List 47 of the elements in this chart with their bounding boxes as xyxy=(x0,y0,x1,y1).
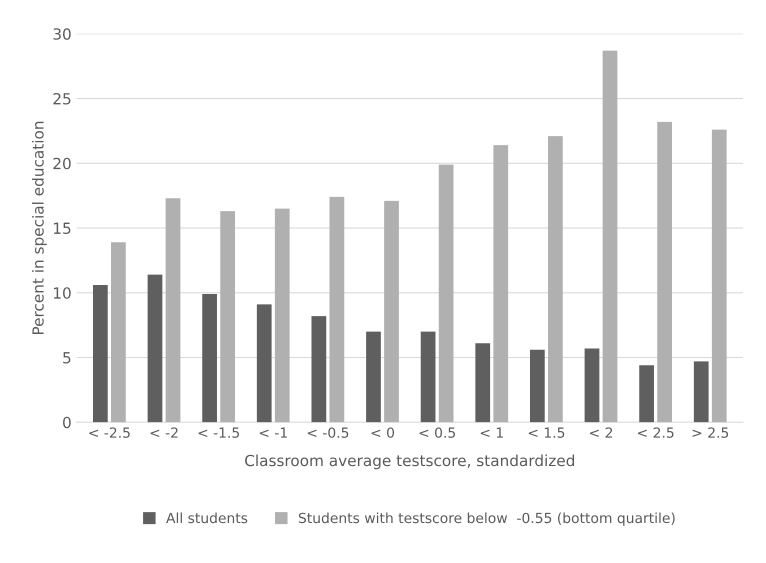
bar xyxy=(493,145,508,422)
x-tick-label: < -1 xyxy=(260,428,287,438)
bar xyxy=(548,136,563,422)
bar xyxy=(366,332,381,422)
y-tick-label: 15 xyxy=(54,222,70,234)
bar xyxy=(639,365,654,422)
bar xyxy=(202,294,217,422)
bar xyxy=(220,211,236,422)
bar xyxy=(92,284,108,422)
x-tick-label: < 0.5 xyxy=(420,427,455,438)
bar xyxy=(384,200,399,422)
x-tick-label: < -2.5 xyxy=(89,427,130,438)
bar xyxy=(166,198,180,422)
bar xyxy=(602,50,618,422)
bar xyxy=(111,242,126,422)
x-tick-label: < 2.5 xyxy=(638,427,674,438)
y-tick-label: 30 xyxy=(53,28,71,40)
x-tick-label: > 2.5 xyxy=(692,427,728,438)
bar xyxy=(256,304,272,422)
bar xyxy=(475,343,490,422)
x-axis-title: Classroom average testscore, standardized xyxy=(245,454,574,470)
legend-label: All students xyxy=(166,512,248,524)
bar xyxy=(438,164,454,422)
bar xyxy=(530,350,545,422)
x-tick-label: < 1.5 xyxy=(528,428,564,438)
bar xyxy=(274,208,290,422)
y-axis-title: Percent in special education xyxy=(32,122,47,334)
bar xyxy=(330,196,344,422)
bar xyxy=(694,361,709,422)
y-tick-label: 5 xyxy=(63,352,70,364)
x-tick-label: < -2 xyxy=(150,427,178,438)
bar xyxy=(311,316,326,422)
bar xyxy=(657,122,672,422)
y-tick-label: 25 xyxy=(53,92,70,105)
x-tick-label: < 2 xyxy=(590,427,612,438)
bar xyxy=(712,130,727,422)
bar xyxy=(420,332,436,422)
y-tick-label: 20 xyxy=(53,158,71,170)
y-tick-label: 0 xyxy=(63,416,71,428)
x-tick-label: < 0 xyxy=(372,427,394,438)
legend-label: Students with testscore below -0.55 (bottom quartile) xyxy=(298,512,675,526)
x-tick-label: < 1 xyxy=(480,428,503,438)
x-tick-label: < -1.5 xyxy=(198,428,239,438)
y-tick-label: 10 xyxy=(54,287,71,299)
bar xyxy=(148,274,162,422)
bar xyxy=(584,348,600,422)
x-tick-label: < -0.5 xyxy=(308,427,348,438)
